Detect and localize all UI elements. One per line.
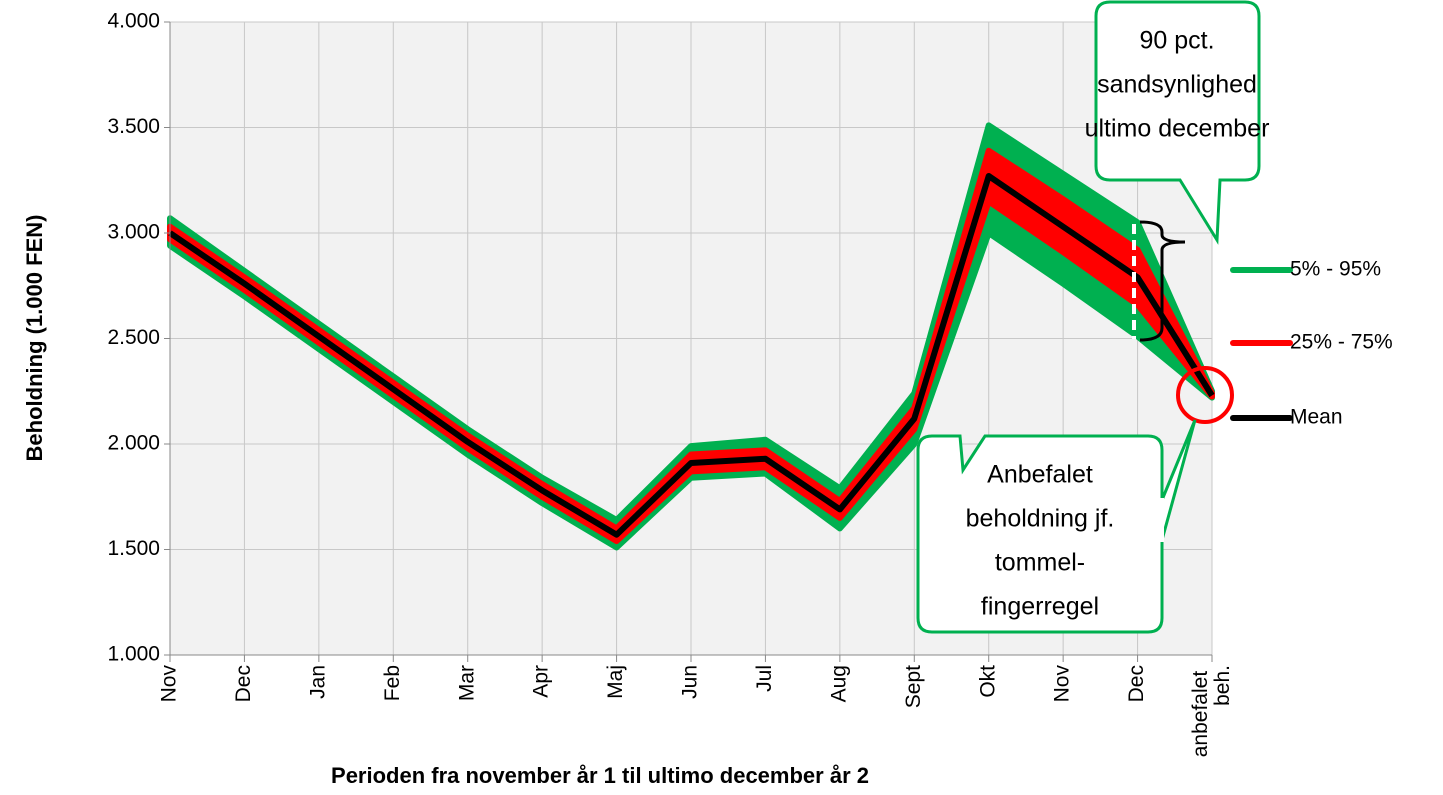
y-tick-label: 2.500: [107, 326, 160, 349]
x-tick-label: Okt: [976, 665, 999, 698]
annotation-text: ultimo december: [1085, 115, 1270, 143]
annotation-text: fingerregel: [981, 593, 1099, 621]
y-tick-label: 1.500: [107, 537, 160, 560]
callout-box: [916, 434, 1164, 634]
x-tick-label: Feb: [381, 665, 404, 701]
x-tick-label: Sept: [902, 665, 925, 708]
x-tick-label: Dec: [1125, 665, 1148, 702]
x-tick-label: Apr: [530, 665, 553, 698]
legend-label: 25% - 75%: [1290, 331, 1393, 354]
brace: [1139, 220, 1186, 342]
x-tick-label: Jan: [306, 665, 329, 699]
annotation-text: 90 pct.: [1139, 27, 1214, 55]
mean-line: [168, 173, 1215, 538]
x-tick-label: Mar: [455, 665, 478, 701]
x-tick-label: Aug: [827, 665, 850, 702]
callout-pointer: [1160, 419, 1197, 541]
legend-label: Mean: [1290, 406, 1343, 429]
x-tick-label: Jun: [679, 665, 702, 699]
y-axis-title: Beholdning (1.000 FEN): [22, 215, 47, 462]
x-tick-label: Dec: [232, 665, 255, 702]
y-tick-label: 3.500: [107, 115, 160, 138]
y-tick-label: 4.000: [107, 10, 160, 33]
x-tick-label: Jul: [753, 665, 776, 692]
annotation-text: sandsynlighed: [1097, 71, 1257, 99]
callout-box: [1094, 0, 1261, 245]
x-tick-label: Nov: [158, 665, 181, 703]
legend-label: 5% - 95%: [1290, 258, 1381, 281]
callout-join: [1158, 498, 1164, 542]
x-axis-title: Perioden fra november år 1 til ultimo de…: [331, 763, 869, 788]
highlight-circle: [1176, 366, 1234, 424]
x-tick-label: anbefalet beh.: [1189, 665, 1234, 757]
data: [167, 122, 1215, 551]
annotation-text: tommel-: [995, 549, 1085, 577]
y-tick-label: 3.000: [107, 221, 160, 244]
x-tick-label: Maj: [604, 665, 627, 699]
annotation-text: Anbefalet: [987, 461, 1093, 489]
annotation-text: beholdning jf.: [966, 505, 1115, 533]
x-tick-label: Nov: [1051, 665, 1074, 703]
y-tick-label: 2.000: [107, 432, 160, 455]
y-tick-label: 1.000: [107, 643, 160, 666]
